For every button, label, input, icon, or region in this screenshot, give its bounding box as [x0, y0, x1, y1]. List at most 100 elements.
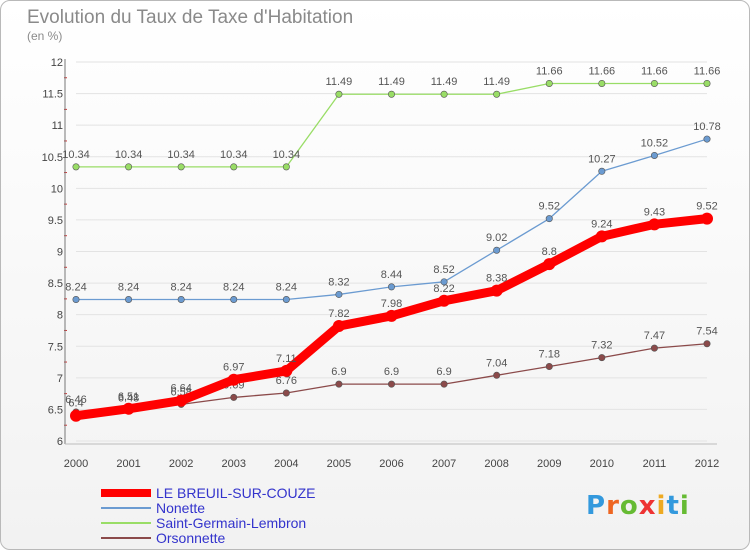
data-label-nonette: 10.27	[588, 153, 616, 165]
data-point-saint-germain-lembron	[703, 79, 711, 87]
x-tick-label: 2009	[537, 458, 561, 470]
data-label-le-breuil-sur-couze: 7.11	[276, 353, 297, 365]
logo-letter: P	[586, 491, 607, 521]
data-label-nonette: 8.24	[118, 282, 139, 294]
x-tick-label: 2000	[64, 458, 88, 470]
data-label-orsonnette: 6.9	[436, 366, 451, 378]
data-point-saint-germain-lembron	[598, 79, 606, 87]
data-point-le-breuil-sur-couze	[490, 284, 503, 297]
data-label-nonette: 8.32	[328, 276, 349, 288]
data-point-nonette	[598, 167, 606, 175]
data-label-orsonnette: 6.9	[384, 366, 399, 378]
data-label-le-breuil-sur-couze: 6.97	[223, 362, 244, 374]
data-label-orsonnette: 6.9	[331, 366, 346, 378]
data-label-nonette: 8.24	[65, 282, 86, 294]
y-tick-label: 12	[51, 57, 63, 69]
data-label-nonette: 9.02	[486, 232, 507, 244]
data-label-saint-germain-lembron: 10.34	[62, 149, 90, 161]
data-point-saint-germain-lembron	[177, 163, 185, 171]
data-label-le-breuil-sur-couze: 9.24	[591, 218, 612, 230]
data-label-saint-germain-lembron: 10.34	[167, 149, 195, 161]
legend-label: Orsonnette	[156, 530, 226, 546]
logo-letter: i	[679, 491, 690, 521]
data-point-saint-germain-lembron	[440, 90, 448, 98]
y-tick-label: 8	[57, 310, 63, 322]
data-label-nonette: 8.24	[170, 282, 191, 294]
data-point-nonette	[387, 283, 395, 291]
data-label-le-breuil-sur-couze: 9.52	[696, 201, 717, 213]
data-label-le-breuil-sur-couze: 7.82	[328, 308, 349, 320]
data-label-orsonnette: 6.46	[65, 394, 86, 406]
data-label-nonette: 10.78	[693, 121, 721, 133]
logo-letter: o	[619, 491, 639, 521]
chart-title: Evolution du Taux de Taxe d'Habitation	[27, 7, 354, 28]
data-point-nonette	[703, 135, 711, 143]
data-point-saint-germain-lembron	[125, 163, 133, 171]
data-point-le-breuil-sur-couze	[385, 309, 398, 322]
legend-swatch	[101, 489, 151, 497]
data-point-saint-germain-lembron	[335, 90, 343, 98]
data-point-orsonnette	[282, 389, 290, 397]
data-point-saint-germain-lembron	[387, 90, 395, 98]
data-point-saint-germain-lembron	[72, 163, 80, 171]
data-label-nonette: 9.52	[539, 201, 560, 213]
x-tick-label: 2002	[169, 458, 193, 470]
logo-letter: t	[666, 491, 680, 521]
data-point-le-breuil-sur-couze	[595, 230, 608, 243]
x-tick-label: 2001	[116, 458, 140, 470]
x-tick-label: 2008	[484, 458, 508, 470]
y-tick-label: 7.5	[48, 341, 63, 353]
y-tick-label: 11	[52, 120, 63, 132]
x-tick-label: 2005	[327, 458, 351, 470]
data-point-le-breuil-sur-couze	[122, 402, 135, 415]
data-point-le-breuil-sur-couze	[332, 320, 345, 333]
y-tick-label: 8.5	[48, 278, 63, 290]
data-point-nonette	[282, 296, 290, 304]
data-point-le-breuil-sur-couze	[648, 218, 661, 231]
legend-label: Saint-Germain-Lembron	[156, 515, 307, 531]
data-point-le-breuil-sur-couze	[175, 394, 188, 407]
data-point-orsonnette	[493, 371, 501, 379]
data-point-le-breuil-sur-couze	[701, 212, 713, 225]
data-point-orsonnette	[230, 393, 238, 401]
data-point-orsonnette	[598, 354, 606, 362]
x-tick-label: 2010	[590, 458, 614, 470]
data-label-nonette: 8.24	[223, 282, 244, 294]
data-point-orsonnette	[335, 380, 343, 388]
data-point-saint-germain-lembron	[545, 79, 553, 87]
data-point-nonette	[230, 296, 238, 304]
data-point-nonette	[493, 246, 501, 254]
y-tick-label: 10.5	[42, 152, 63, 164]
data-point-le-breuil-sur-couze	[70, 409, 82, 422]
logo-letter: r	[606, 491, 620, 521]
data-label-saint-germain-lembron: 10.34	[273, 149, 301, 161]
data-label-orsonnette: 7.32	[591, 340, 612, 352]
chart-unit: (en %)	[27, 29, 63, 43]
legend-swatch	[101, 537, 151, 539]
y-tick-label: 6.5	[48, 404, 63, 416]
data-label-le-breuil-sur-couze: 8.22	[433, 283, 454, 295]
data-label-le-breuil-sur-couze: 6.51	[118, 391, 139, 403]
data-label-orsonnette: 7.47	[644, 330, 665, 342]
y-tick-label: 6	[57, 436, 63, 448]
data-label-orsonnette: 7.54	[696, 326, 717, 338]
data-label-le-breuil-sur-couze: 6.64	[170, 383, 191, 395]
data-label-saint-germain-lembron: 11.66	[694, 65, 721, 77]
data-point-nonette	[545, 215, 553, 223]
data-label-nonette: 10.52	[641, 137, 669, 149]
data-label-saint-germain-lembron: 11.66	[588, 65, 615, 77]
data-point-orsonnette	[387, 380, 395, 388]
data-label-saint-germain-lembron: 11.49	[483, 76, 510, 88]
data-label-orsonnette: 7.18	[539, 348, 560, 360]
data-point-orsonnette	[440, 380, 448, 388]
x-tick-label: 2004	[274, 458, 298, 470]
data-label-saint-germain-lembron: 11.49	[326, 76, 353, 88]
legend-label: Nonette	[156, 500, 206, 516]
data-point-saint-germain-lembron	[650, 79, 658, 87]
data-point-nonette	[650, 151, 658, 159]
data-point-le-breuil-sur-couze	[438, 294, 451, 307]
legend-swatch	[101, 507, 151, 509]
y-tick-label: 9	[57, 247, 63, 259]
